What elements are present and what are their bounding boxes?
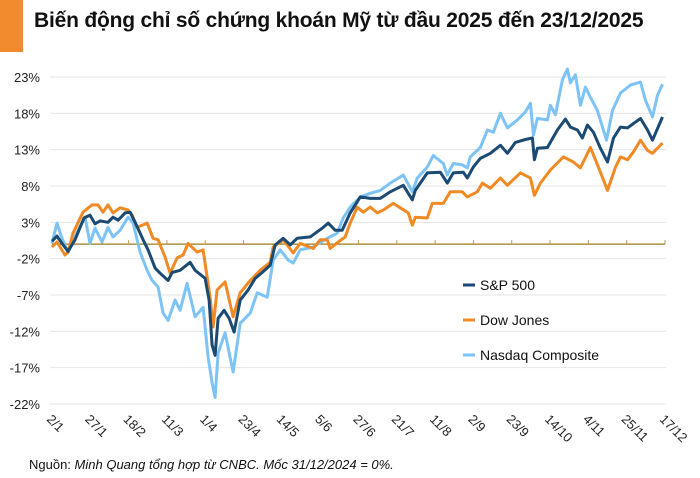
title-accent-bar <box>0 0 23 52</box>
x-tick-label: 14/5 <box>274 412 303 441</box>
legend-label: Nasdaq Composite <box>480 347 599 363</box>
y-tick-label: -17% <box>10 361 41 376</box>
series-line-dow-jones <box>50 138 664 329</box>
y-tick-label: 3% <box>21 215 40 230</box>
x-tick-label: 27/1 <box>82 412 111 441</box>
x-tick-label: 27/6 <box>350 412 379 441</box>
chart-title: Biến động chỉ số chứng khoán Mỹ từ đầu 2… <box>34 9 644 32</box>
y-tick-label: 23% <box>14 70 40 85</box>
x-tick-label: 14/10 <box>542 412 576 446</box>
source-note: Nguồn: Minh Quang tổng hợp từ CNBC. Mốc … <box>29 457 394 472</box>
legend: S&P 500 Dow Jones Nasdaq Composite <box>463 277 599 363</box>
x-tick-label: 23/4 <box>235 412 264 441</box>
x-tick-label: 11/8 <box>427 412 455 440</box>
x-tick-label: 4/11 <box>580 412 608 440</box>
source-prefix: Nguồn: <box>29 457 75 472</box>
series-line-nasdaq-composite <box>50 67 664 399</box>
gridlines <box>50 76 666 405</box>
x-tick-label: 11/3 <box>159 412 187 440</box>
series-lines <box>50 67 664 399</box>
series-line-s-p-500 <box>50 116 664 357</box>
y-tick-label: 18% <box>14 106 40 121</box>
x-tick-label: 17/12 <box>657 412 691 446</box>
x-tick-label: 23/9 <box>504 412 533 441</box>
y-tick-label: -12% <box>10 324 41 339</box>
y-tick-label: -7% <box>17 288 41 303</box>
y-tick-label: 13% <box>14 143 40 158</box>
x-tick-label: 5/6 <box>312 412 335 435</box>
x-tick-label: 2/1 <box>44 412 67 435</box>
x-axis-labels: 2/1 27/1 18/2 11/3 1/4 23/4 14/5 5/6 27/6 21/7 11/… <box>44 412 691 446</box>
x-tick-label: 2/9 <box>465 412 488 435</box>
x-tick-label: 1/4 <box>197 412 220 435</box>
x-tick-label: 18/2 <box>121 412 150 441</box>
y-tick-label: 8% <box>21 179 40 194</box>
y-tick-label: -2% <box>17 252 41 267</box>
legend-label: Dow Jones <box>480 312 549 328</box>
y-axis-labels: 23% 18% 13% 8% 3% -2% -7% -12% -17% -22% <box>10 70 41 412</box>
y-tick-label: -22% <box>10 397 41 412</box>
x-tick-label: 21/7 <box>389 412 418 441</box>
source-text: Minh Quang tổng hợp từ CNBC. Mốc 31/12/2… <box>74 457 394 472</box>
x-tick-label: 25/11 <box>619 412 652 445</box>
legend-label: S&P 500 <box>480 277 535 293</box>
